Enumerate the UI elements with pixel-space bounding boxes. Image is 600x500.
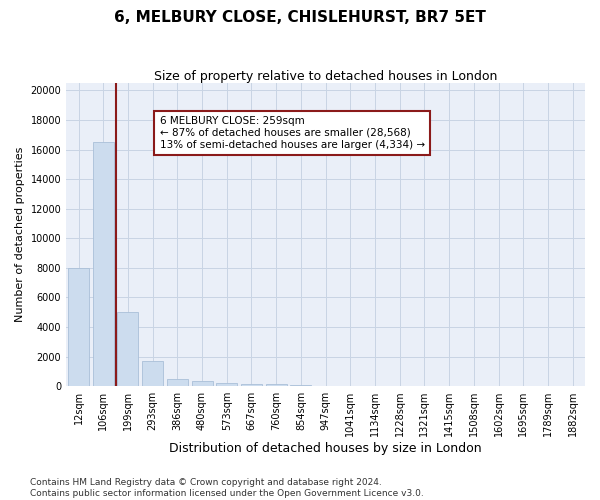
Title: Size of property relative to detached houses in London: Size of property relative to detached ho… — [154, 70, 497, 83]
Bar — [266, 384, 287, 386]
Bar — [290, 385, 311, 386]
Bar — [216, 383, 237, 386]
Text: 6 MELBURY CLOSE: 259sqm
← 87% of detached houses are smaller (28,568)
13% of sem: 6 MELBURY CLOSE: 259sqm ← 87% of detache… — [160, 116, 425, 150]
Bar — [142, 361, 163, 386]
Bar — [191, 380, 212, 386]
Text: Contains HM Land Registry data © Crown copyright and database right 2024.
Contai: Contains HM Land Registry data © Crown c… — [30, 478, 424, 498]
Bar — [118, 312, 139, 386]
Bar — [93, 142, 114, 386]
Bar — [241, 384, 262, 386]
Text: 6, MELBURY CLOSE, CHISLEHURST, BR7 5ET: 6, MELBURY CLOSE, CHISLEHURST, BR7 5ET — [114, 10, 486, 25]
Y-axis label: Number of detached properties: Number of detached properties — [15, 147, 25, 322]
Bar — [167, 379, 188, 386]
X-axis label: Distribution of detached houses by size in London: Distribution of detached houses by size … — [169, 442, 482, 455]
Bar — [68, 268, 89, 386]
